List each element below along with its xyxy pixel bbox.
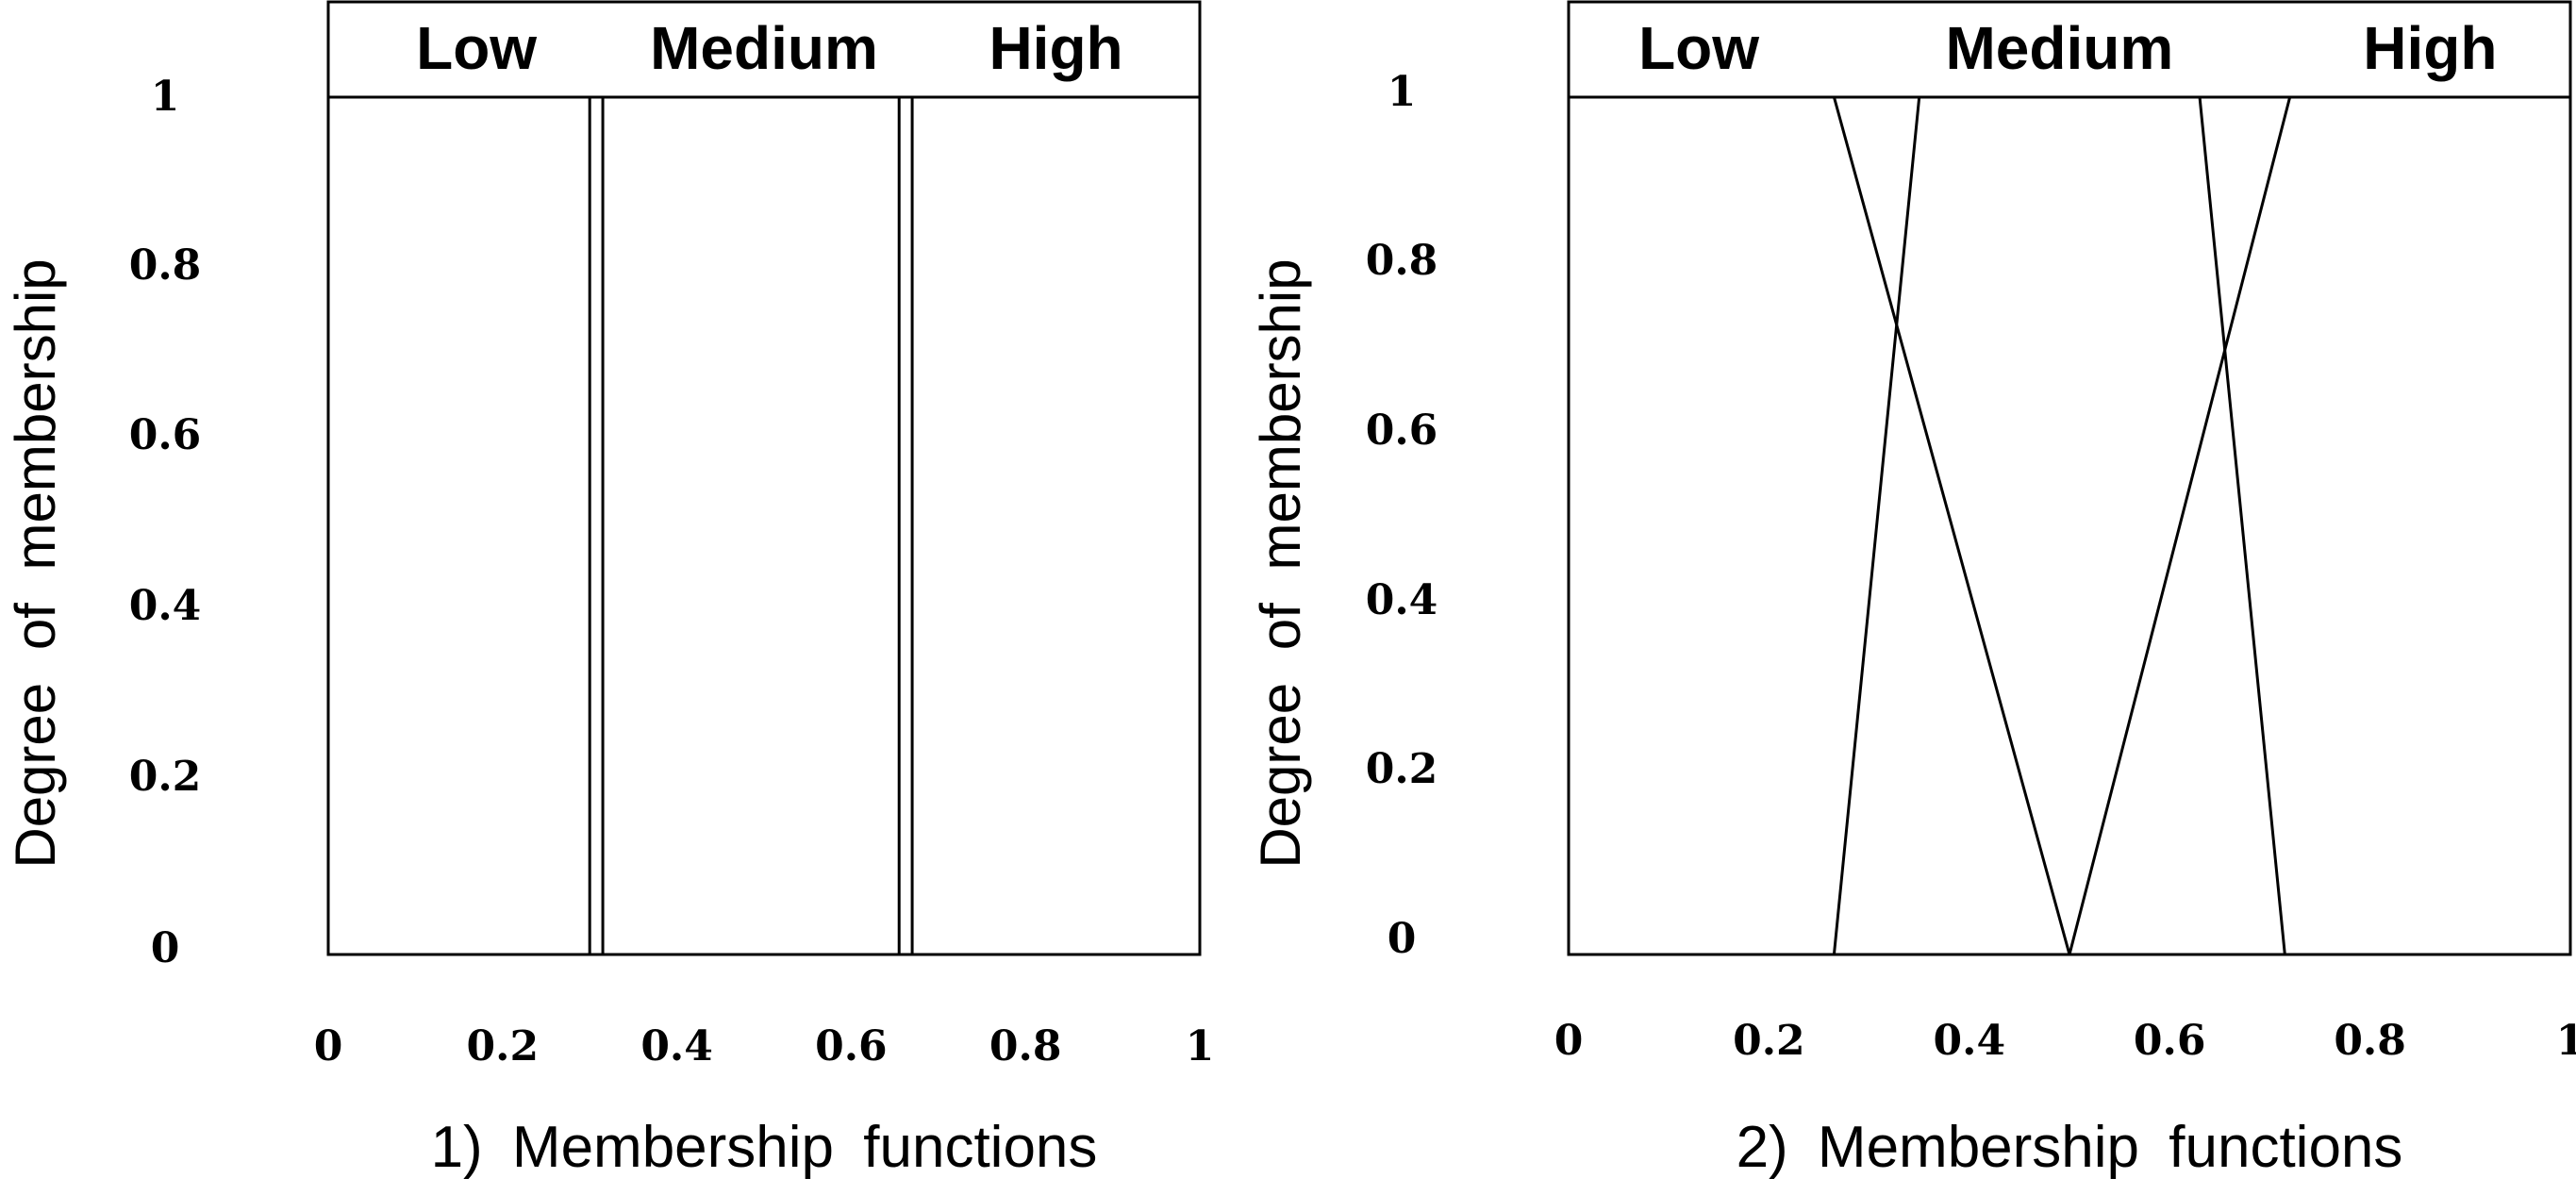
series-label-medium: Medium: [1945, 14, 2173, 82]
y-tick-label: 0.4: [1366, 576, 1438, 624]
series-line-low: [326, 95, 591, 954]
y-axis-label: Degree of membership: [1249, 258, 1312, 868]
x-tick-label: 0.8: [989, 1022, 1062, 1071]
series-line-medium: [1832, 95, 2286, 955]
x-tick-label: 0: [1554, 1017, 1584, 1065]
y-tick-label: 1: [1388, 68, 1417, 116]
x-tick-label: 0.8: [2334, 1017, 2406, 1065]
x-tick-label: 0.4: [640, 1022, 713, 1071]
x-tick-label: 0: [314, 1022, 343, 1071]
chart-2: Low Medium High 0 0.2 0.4 0.6 0.8 1 0 0.2 0.4 0.6 0.8…: [1249, 0, 2576, 1180]
x-tick-label: 0.6: [2134, 1017, 2206, 1065]
y-tick-label: 1: [151, 73, 180, 121]
y-tick-label: 0.2: [129, 753, 202, 801]
series-label-high: High: [2363, 14, 2497, 82]
y-tick-label: 0.6: [129, 411, 202, 459]
plot-frame: [326, 0, 1202, 956]
x-axis-label: 1) Membership functions: [431, 1115, 1098, 1180]
series-label-low: Low: [1638, 14, 1759, 82]
x-axis-label: 2) Membership functions: [1737, 1115, 2403, 1180]
y-tick-label: 0.2: [1366, 745, 1438, 793]
x-tick-label: 1: [2556, 1017, 2576, 1065]
x-tick-label: 0.4: [1934, 1017, 2006, 1065]
y-tick-label: 0: [151, 924, 180, 972]
chart-1: Low Medium High 0 0.2 0.4 0.6 0.8 1 0 0.2 0.4 0.6 0.8…: [4, 0, 1215, 1180]
series-line-low: [1569, 95, 2071, 955]
series-label-low: Low: [416, 14, 537, 82]
y-tick-label: 0.6: [1366, 407, 1438, 455]
series-line-high: [2068, 95, 2570, 955]
x-tick-label: 0.2: [467, 1022, 540, 1071]
series-line-medium: [601, 95, 901, 954]
y-tick-label: 0.8: [129, 241, 202, 290]
plot-frame: [1567, 0, 2572, 956]
y-tick-label: 0.8: [1366, 237, 1438, 285]
y-tick-label: 0.4: [129, 582, 202, 630]
x-tick-label: 1: [1186, 1022, 1215, 1071]
y-tick-label: 0: [1388, 915, 1417, 963]
x-tick-label: 0.6: [815, 1022, 888, 1071]
series-line-high: [910, 95, 1202, 954]
series-label-high: High: [989, 14, 1122, 82]
y-axis-label: Degree of membership: [4, 258, 67, 868]
series-label-medium: Medium: [650, 14, 878, 82]
x-tick-label: 0.2: [1733, 1017, 1805, 1065]
